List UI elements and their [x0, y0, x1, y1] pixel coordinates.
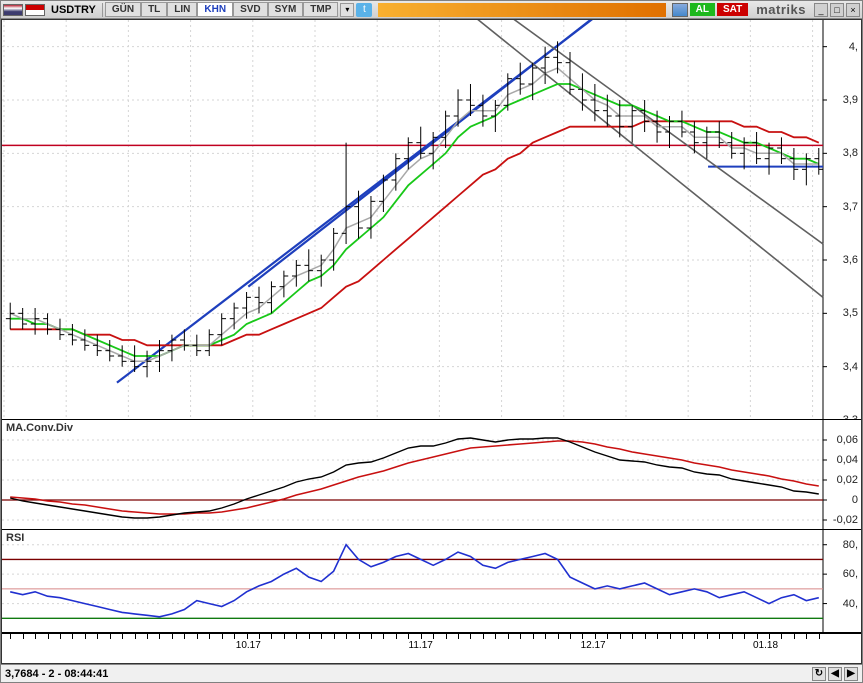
ticker-symbol: USDTRY [47, 4, 100, 16]
macd-ytick: 0,02 [836, 474, 859, 486]
timeframe-button-gün[interactable]: GÜN [105, 2, 141, 17]
brand-label: matriks [750, 2, 812, 17]
timeframe-button-tmp[interactable]: TMP [303, 2, 338, 17]
price-ytick: 3,7 [842, 201, 859, 213]
price-ytick: 4, [848, 41, 859, 53]
price-ytick: 3,5 [842, 307, 859, 319]
price-ytick: 3,9 [842, 94, 859, 106]
x-axis-label: 10.17 [236, 640, 261, 651]
timeframe-button-khn[interactable]: KHN [197, 2, 233, 17]
timeframe-button-lin[interactable]: LIN [167, 2, 197, 17]
rsi-ytick: 80, [842, 539, 859, 551]
twitter-icon[interactable]: t [356, 3, 372, 17]
dropdown-icon[interactable]: ▾ [340, 3, 354, 17]
price-ytick: 3,8 [842, 147, 859, 159]
chart-window: USDTRY GÜNTLLINKHNSVDSYMTMP ▾ t AL SAT m… [0, 0, 863, 683]
x-axis-label: 11.17 [409, 640, 433, 651]
price-panel[interactable]: 3,33,43,53,63,73,83,94, [2, 20, 861, 420]
minimize-icon[interactable]: _ [814, 3, 828, 17]
buy-button[interactable]: AL [690, 3, 715, 16]
rsi-ytick: 40, [842, 598, 859, 610]
statusbar: 3,7684 - 2 - 08:44:41 ↻ ◀ ▶ [1, 664, 862, 682]
macd-ytick: 0 [851, 494, 859, 506]
timeframe-button-svd[interactable]: SVD [233, 2, 268, 17]
rsi-label: RSI [6, 532, 24, 544]
rsi-ytick: 60, [842, 568, 859, 580]
rsi-panel[interactable]: RSI 40, 60, 80, [2, 530, 861, 633]
macd-panel[interactable]: MA.Conv.Div -0,02 0 0,02 0,04 0,06 [2, 420, 861, 530]
timeframe-button-sym[interactable]: SYM [268, 2, 304, 17]
timeframe-button-tl[interactable]: TL [141, 2, 167, 17]
price-ytick: 3,4 [842, 361, 859, 373]
flag-usd-icon [3, 4, 23, 16]
x-axis-label: 12.17 [581, 640, 606, 651]
flag-try-icon [25, 4, 45, 16]
x-axis-label: 01.18 [753, 640, 778, 651]
scroll-right-icon[interactable]: ▶ [844, 667, 858, 681]
macd-ytick: 0,06 [836, 434, 859, 446]
macd-label: MA.Conv.Div [6, 422, 73, 434]
macd-ytick: 0,04 [836, 454, 859, 466]
refresh-icon[interactable]: ↻ [812, 667, 826, 681]
x-axis: 10.17 11.17 12.17 01.18 [2, 633, 861, 653]
macd-ytick: -0,02 [832, 514, 859, 526]
scroll-left-icon[interactable]: ◀ [828, 667, 842, 681]
titlebar: USDTRY GÜNTLLINKHNSVDSYMTMP ▾ t AL SAT m… [1, 1, 862, 19]
status-text: 3,7684 - 2 - 08:44:41 [5, 668, 108, 680]
sell-button[interactable]: SAT [717, 3, 748, 16]
maximize-icon[interactable]: □ [830, 3, 844, 17]
price-ytick: 3,6 [842, 254, 859, 266]
paint-icon[interactable] [672, 3, 688, 17]
chart-area: 3,33,43,53,63,73,83,94, MA.Conv.Div -0,0… [1, 19, 862, 664]
toolbar-spacer [378, 3, 665, 17]
close-icon[interactable]: × [846, 3, 860, 17]
